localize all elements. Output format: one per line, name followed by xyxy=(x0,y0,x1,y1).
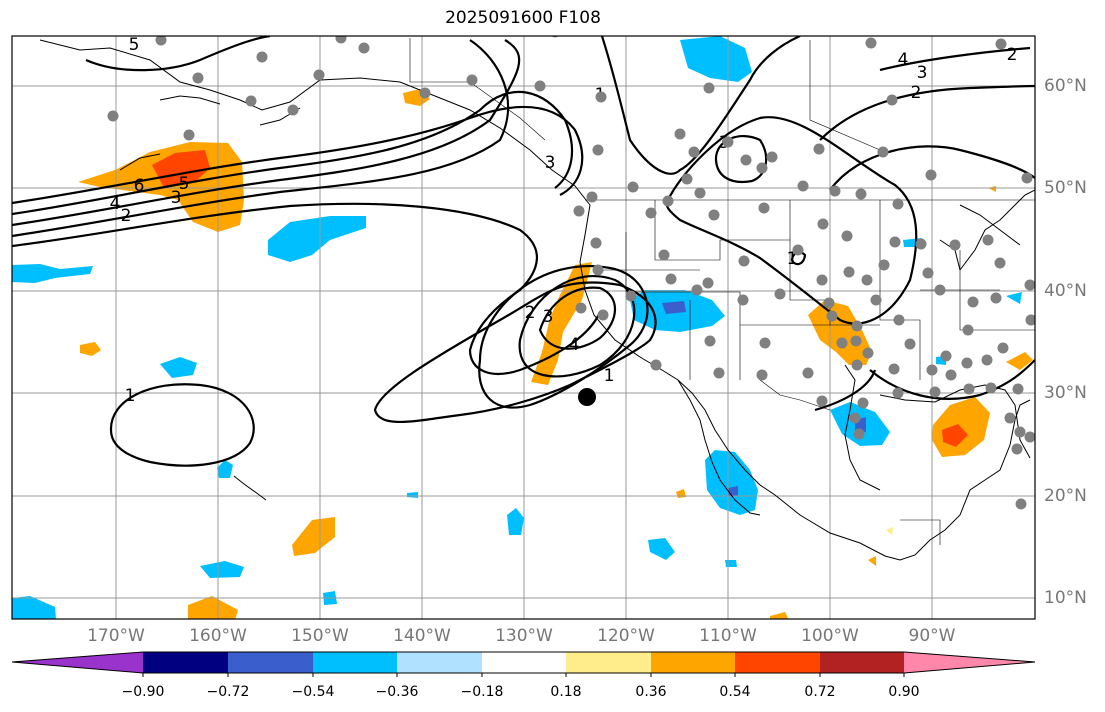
svg-text:3: 3 xyxy=(171,188,182,208)
colorbar-swatch xyxy=(566,652,651,673)
lon-tick-label: 140°W xyxy=(393,626,451,646)
lat-tick-label: 60°N xyxy=(1044,76,1087,96)
colorbar-label: 0.54 xyxy=(719,684,751,700)
svg-text:2: 2 xyxy=(911,83,922,103)
lon-tick-label: 100°W xyxy=(801,626,859,646)
svg-text:3: 3 xyxy=(545,153,556,173)
colorbar-swatch xyxy=(313,652,397,673)
colorbar-label: −0.54 xyxy=(291,684,335,700)
graticule xyxy=(12,36,1035,619)
lat-tick-label: 50°N xyxy=(1044,178,1087,198)
colorbar-label: −0.72 xyxy=(206,684,250,700)
lon-tick-label: 120°W xyxy=(597,626,655,646)
svg-text:1: 1 xyxy=(125,386,136,406)
lon-tick-label: 130°W xyxy=(495,626,553,646)
svg-text:4: 4 xyxy=(110,194,121,214)
colorbar-swatch xyxy=(735,652,820,673)
anomaly-fill-negative xyxy=(12,36,1022,619)
map-title: 2025091600 F108 xyxy=(445,8,601,28)
lon-tick-label: 170°W xyxy=(87,626,145,646)
lon-tick-label: 160°W xyxy=(189,626,247,646)
colorbar xyxy=(11,651,1036,677)
svg-text:5: 5 xyxy=(129,35,140,55)
colorbar-swatch xyxy=(482,652,566,673)
svg-text:6: 6 xyxy=(134,176,145,196)
svg-text:3: 3 xyxy=(917,63,928,83)
colorbar-label: 0.36 xyxy=(635,684,667,700)
lon-tick-label: 110°W xyxy=(699,626,757,646)
colorbar-label: 0.18 xyxy=(550,684,582,700)
svg-text:5: 5 xyxy=(179,174,190,194)
station-markers xyxy=(107,36,1035,510)
colorbar-swatch xyxy=(12,652,143,673)
svg-text:1: 1 xyxy=(604,366,615,386)
political-borders xyxy=(409,38,1035,545)
colorbar-label: −0.36 xyxy=(375,684,419,700)
contour-lines xyxy=(12,36,1035,467)
colorbar-swatch xyxy=(228,652,313,673)
map-frame xyxy=(11,35,1036,620)
colorbar-swatch xyxy=(651,652,735,673)
lat-tick-label: 10°N xyxy=(1044,588,1087,608)
storm-center-marker xyxy=(578,388,596,406)
lat-tick-label: 30°N xyxy=(1044,383,1087,403)
svg-text:3: 3 xyxy=(543,307,554,327)
svg-text:4: 4 xyxy=(898,50,909,70)
lat-tick-label: 40°N xyxy=(1044,281,1087,301)
colorbar-label: 0.90 xyxy=(888,684,920,700)
lon-tick-label: 150°W xyxy=(291,626,349,646)
colorbar-swatch xyxy=(143,652,228,673)
svg-text:2: 2 xyxy=(1007,45,1018,65)
svg-text:1: 1 xyxy=(787,249,798,269)
colorbar-swatch xyxy=(820,652,904,673)
svg-text:2: 2 xyxy=(121,206,132,226)
colorbar-swatch xyxy=(904,652,1035,673)
colorbar-label: −0.90 xyxy=(121,684,165,700)
svg-text:4: 4 xyxy=(569,335,580,355)
svg-text:2: 2 xyxy=(525,303,536,323)
colorbar-swatch xyxy=(397,652,482,673)
colorbar-label: −0.18 xyxy=(460,684,504,700)
lat-tick-label: 20°N xyxy=(1044,486,1087,506)
colorbar-label: 0.72 xyxy=(804,684,836,700)
lon-tick-label: 90°W xyxy=(908,626,956,646)
